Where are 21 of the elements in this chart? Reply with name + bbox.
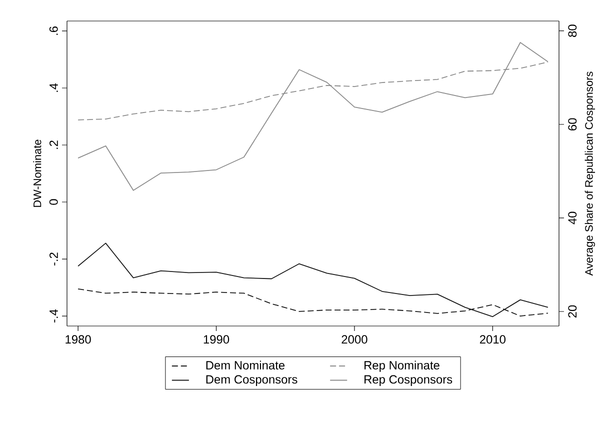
- legend-label: Dem Nominate: [206, 360, 285, 370]
- y2-tick-label: 60: [568, 118, 577, 130]
- y-tick-label: .2: [49, 140, 58, 149]
- y-tick-label: -.4: [50, 309, 58, 322]
- line-series: [78, 242, 548, 318]
- y2-axis-title: Average Share of Republican Cosponsors: [584, 72, 596, 276]
- legend-label: Dem Cosponsors: [206, 375, 298, 386]
- y-tick-label: .4: [50, 83, 58, 92]
- x-tick-label: 2000: [342, 335, 368, 344]
- y-tick-label: 0: [49, 199, 58, 205]
- legend-label: Rep Nominate: [364, 360, 440, 372]
- x-tick-label: 2010: [480, 335, 506, 344]
- x-tick-label: 1990: [204, 335, 230, 344]
- y-tick-label: -.2: [49, 252, 58, 266]
- y-axis-title: DW-Nominate: [33, 140, 42, 207]
- y2-tick-label: 80: [568, 24, 577, 37]
- y-tick-label: .6: [49, 26, 58, 35]
- y2-tick-label: 20: [568, 305, 577, 318]
- x-tick-label: 1980: [66, 335, 91, 344]
- y2-tick-label: 40: [568, 212, 577, 224]
- legend-label: Rep Cosponsors: [364, 375, 452, 386]
